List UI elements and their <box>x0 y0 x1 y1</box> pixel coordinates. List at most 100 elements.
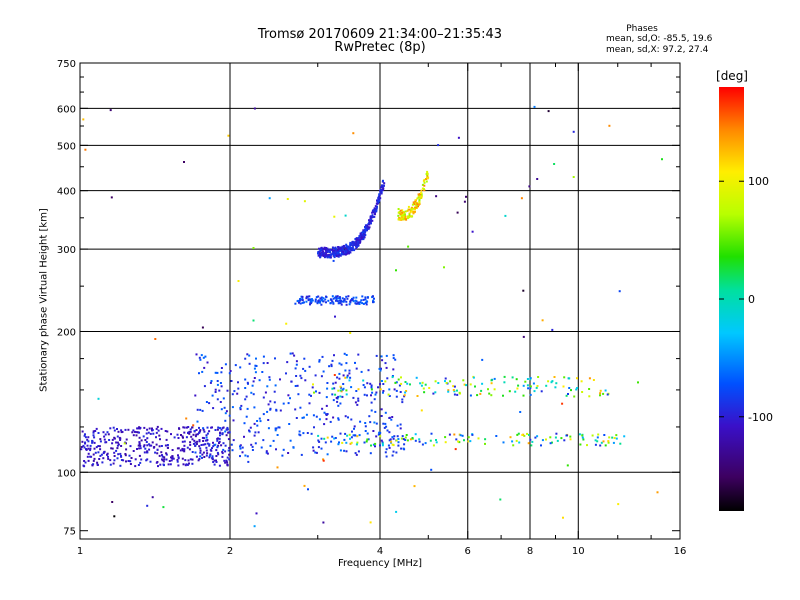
data-point <box>317 300 320 302</box>
data-point <box>98 458 101 460</box>
data-point <box>529 385 532 388</box>
data-point <box>89 447 92 450</box>
data-point <box>155 443 158 446</box>
data-point <box>355 241 358 243</box>
data-point <box>380 184 383 187</box>
data-point <box>407 205 410 208</box>
data-point <box>210 426 213 429</box>
data-point <box>346 376 349 379</box>
data-point <box>301 301 304 304</box>
colorbar-tick-label: -100 <box>748 411 773 424</box>
data-point <box>461 434 464 437</box>
data-point <box>487 388 489 391</box>
data-point <box>528 185 531 188</box>
data-point <box>340 300 343 303</box>
data-point <box>349 442 352 445</box>
data-point <box>448 433 451 436</box>
data-point <box>465 195 467 198</box>
data-point <box>147 431 150 434</box>
data-point <box>352 434 355 437</box>
data-point <box>402 214 405 217</box>
data-point <box>171 449 174 451</box>
data-point <box>540 444 542 447</box>
data-point <box>336 251 339 254</box>
data-point <box>251 384 254 387</box>
data-point <box>509 436 512 439</box>
data-point <box>314 298 317 301</box>
data-point <box>381 380 383 382</box>
data-point <box>434 380 437 383</box>
data-point <box>371 219 374 222</box>
data-point <box>367 227 369 230</box>
x-tick-label: 16 <box>674 546 687 557</box>
data-point <box>384 411 387 414</box>
y-tick-label: 600 <box>57 104 76 115</box>
data-point <box>314 374 317 377</box>
data-point <box>212 445 215 448</box>
data-point <box>437 382 440 384</box>
data-point <box>421 381 424 384</box>
data-point <box>184 464 187 467</box>
data-point <box>343 449 346 452</box>
data-point <box>391 454 394 457</box>
data-point <box>96 463 99 466</box>
data-point <box>198 426 200 429</box>
data-point <box>330 365 333 368</box>
data-point <box>170 456 172 459</box>
data-point <box>220 385 223 388</box>
data-point <box>177 464 180 467</box>
data-point <box>322 370 325 373</box>
data-point <box>453 393 456 396</box>
data-point <box>187 431 190 434</box>
data-point <box>243 435 245 438</box>
data-point <box>340 303 343 306</box>
data-point <box>240 404 243 407</box>
data-point <box>332 302 335 305</box>
data-point <box>573 395 576 398</box>
data-point <box>411 437 414 439</box>
data-point <box>453 390 456 393</box>
data-point <box>287 402 290 405</box>
data-point <box>329 302 332 305</box>
data-point <box>208 402 211 405</box>
data-point <box>323 256 326 259</box>
data-point <box>408 212 411 215</box>
data-point <box>343 352 346 355</box>
data-point <box>343 438 346 441</box>
data-point <box>154 451 157 454</box>
data-point <box>344 369 347 372</box>
data-point <box>318 391 321 394</box>
data-point <box>481 358 484 361</box>
data-point <box>241 446 244 449</box>
data-point <box>165 458 168 461</box>
data-point <box>89 444 92 447</box>
axis-ticks: 1 2 4 6 8 10 16 75 100 200 300 400 500 600 750 <box>57 59 686 557</box>
data-point <box>266 362 269 364</box>
data-point <box>128 454 131 457</box>
data-point <box>149 432 152 435</box>
data-point <box>405 434 408 436</box>
data-point <box>502 394 504 397</box>
data-point <box>337 251 340 254</box>
data-point <box>138 443 141 446</box>
data-point <box>426 175 429 178</box>
data-point <box>321 251 324 254</box>
data-point <box>404 436 407 439</box>
data-point <box>228 431 231 434</box>
data-point <box>326 256 329 259</box>
data-point <box>563 376 566 379</box>
data-point <box>354 452 357 455</box>
data-point <box>376 205 378 208</box>
data-point <box>524 380 527 383</box>
data-point <box>413 211 416 214</box>
y-tick-label: 300 <box>57 245 76 256</box>
data-point <box>256 420 259 422</box>
x-tick-label: 1 <box>77 546 83 557</box>
data-point <box>195 429 198 431</box>
data-point <box>520 197 523 200</box>
data-point <box>408 208 411 211</box>
data-point <box>357 353 360 356</box>
data-point <box>355 367 358 370</box>
data-point <box>414 206 417 209</box>
data-point <box>84 148 87 151</box>
